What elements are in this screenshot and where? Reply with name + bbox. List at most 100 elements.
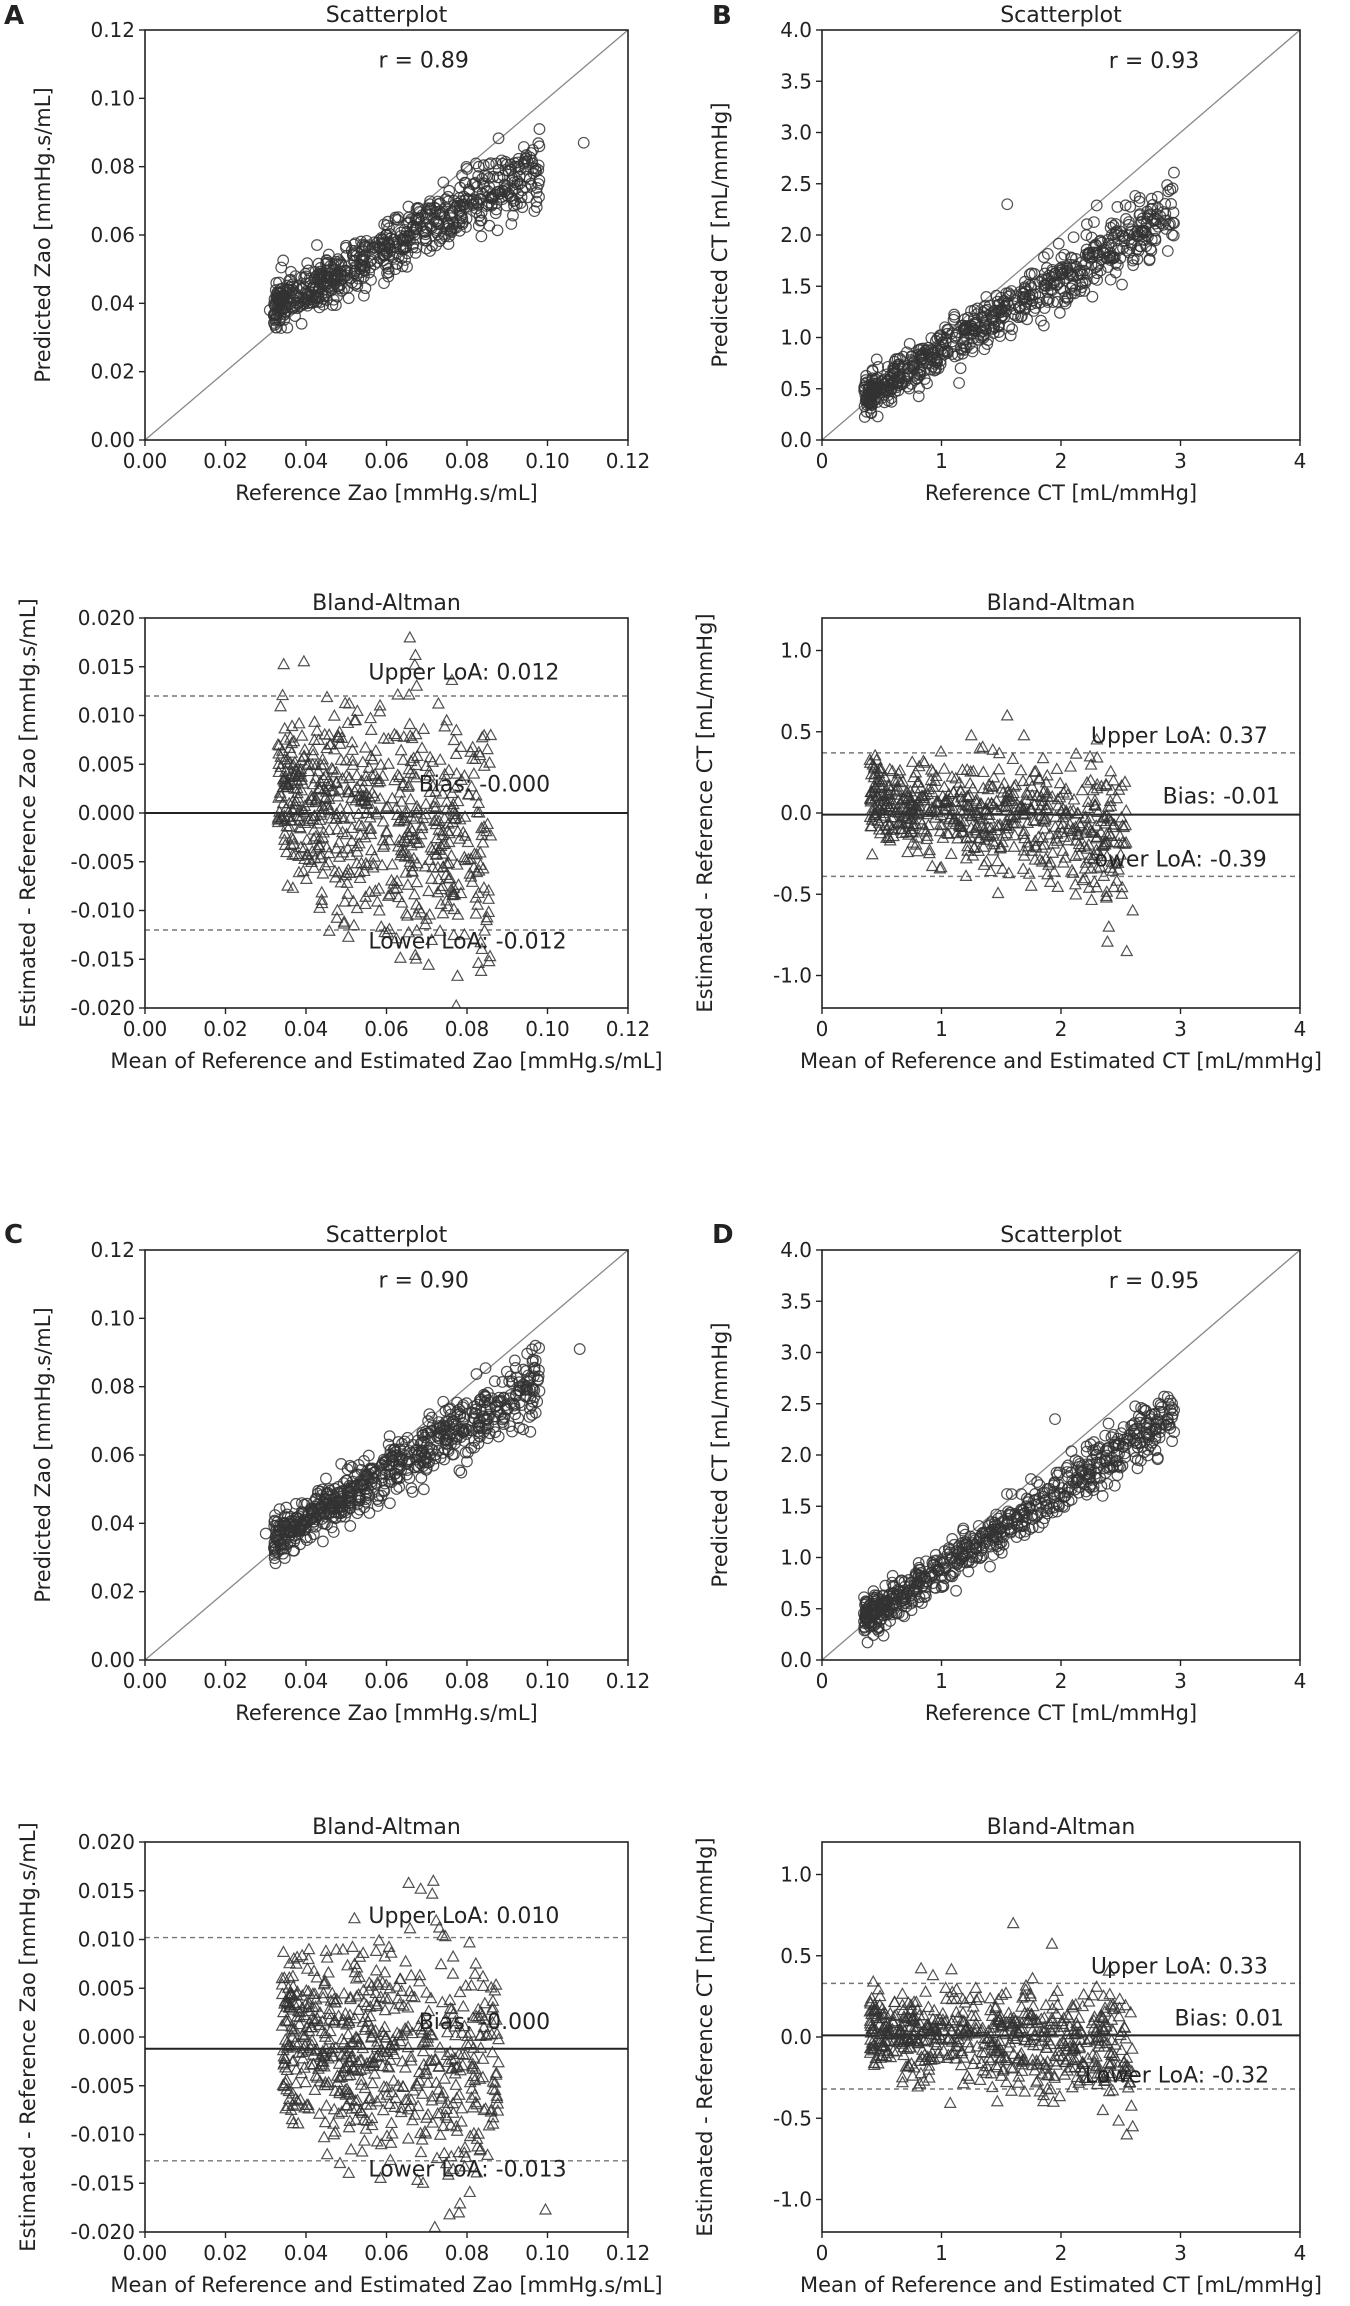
data-point	[446, 797, 460, 810]
data-point	[423, 1408, 436, 1421]
data-point	[410, 875, 424, 888]
data-point	[1135, 1401, 1148, 1414]
data-point	[872, 816, 886, 828]
data-point	[378, 1991, 392, 2004]
data-point	[1112, 836, 1126, 849]
data-point	[341, 2040, 355, 2053]
data-point	[1094, 849, 1108, 861]
data-point	[364, 749, 378, 761]
data-point	[872, 822, 886, 835]
data-point	[1131, 225, 1144, 238]
data-point	[929, 803, 943, 815]
data-point	[342, 2166, 356, 2178]
data-point	[442, 2207, 457, 2220]
data-point	[309, 2042, 323, 2055]
data-point	[345, 743, 360, 755]
data-point	[514, 163, 527, 176]
data-point	[410, 799, 424, 812]
data-point	[906, 357, 919, 370]
data-point	[359, 1489, 372, 1502]
data-point	[929, 1548, 942, 1561]
y-tick-label: 0.00	[90, 428, 135, 452]
data-point	[316, 1513, 328, 1525]
data-point	[406, 1486, 419, 1498]
data-point	[1056, 1500, 1069, 1512]
x-tick-label: 2	[1055, 1669, 1068, 1693]
data-point	[1099, 244, 1112, 257]
data-point	[870, 353, 883, 366]
data-point	[377, 1484, 390, 1497]
x-tick-label: 3	[1174, 449, 1187, 473]
data-point	[418, 2033, 432, 2046]
data-point	[925, 859, 939, 872]
data-point	[967, 332, 979, 345]
data-point	[414, 2145, 428, 2158]
data-point	[1127, 259, 1140, 272]
data-point	[395, 2054, 409, 2067]
data-point	[429, 841, 443, 854]
data-point	[954, 362, 967, 375]
data-point	[350, 768, 364, 781]
data-point	[912, 1575, 925, 1588]
data-point	[1036, 751, 1050, 764]
data-point	[1133, 191, 1146, 204]
data-point	[1033, 1479, 1046, 1491]
y-axis-label: Estimated - Reference Zao [mmHg.s/mL]	[16, 598, 40, 1028]
data-point	[1151, 190, 1164, 203]
data-point	[893, 775, 907, 788]
data-point	[1069, 1454, 1082, 1467]
data-point	[523, 1411, 536, 1423]
data-point	[339, 2088, 353, 2100]
data-point	[872, 773, 886, 786]
data-point	[529, 1339, 542, 1352]
data-point	[895, 1574, 908, 1587]
data-point	[480, 913, 494, 926]
data-point	[1107, 1428, 1120, 1441]
data-point	[273, 295, 286, 308]
data-point	[1023, 773, 1037, 786]
data-point	[432, 872, 446, 885]
data-point	[934, 860, 948, 873]
data-point	[410, 2173, 424, 2185]
y-tick-label: 0.015	[78, 655, 135, 679]
data-point	[368, 2023, 382, 2036]
data-point	[861, 1617, 874, 1630]
data-point	[865, 847, 879, 860]
data-point	[346, 2035, 360, 2048]
data-point	[362, 2092, 376, 2104]
data-point	[881, 374, 893, 387]
data-point	[460, 2037, 474, 2049]
data-point	[490, 2091, 504, 2104]
data-point	[1029, 288, 1042, 301]
data-point	[440, 824, 455, 836]
data-point	[1025, 802, 1039, 815]
data-point	[507, 183, 519, 196]
data-point	[922, 805, 936, 818]
data-point	[393, 1997, 407, 2010]
data-point	[321, 277, 334, 290]
data-point	[422, 2023, 436, 2036]
data-point	[368, 1994, 382, 2007]
x-axis-label: Reference CT [mL/mmHg]	[925, 1701, 1197, 1725]
data-point	[476, 861, 490, 874]
data-point	[316, 2014, 330, 2027]
data-point	[269, 1557, 282, 1570]
data-point	[395, 252, 408, 264]
data-point	[283, 1956, 297, 1969]
data-point	[387, 727, 401, 740]
x-axis-label: Reference CT [mL/mmHg]	[925, 481, 1197, 505]
x-tick-label: 1	[935, 1669, 948, 1693]
data-point	[986, 743, 1000, 755]
data-point	[316, 1990, 330, 2003]
data-point	[438, 719, 452, 732]
data-point	[269, 284, 282, 296]
data-point	[333, 2156, 347, 2169]
data-point	[481, 2027, 495, 2040]
data-point	[364, 261, 377, 274]
data-point	[1014, 798, 1028, 811]
data-point	[276, 1945, 290, 1957]
data-point	[347, 1911, 361, 1924]
data-point	[1018, 1511, 1031, 1523]
data-point	[1047, 864, 1061, 877]
data-point	[369, 1944, 383, 1957]
